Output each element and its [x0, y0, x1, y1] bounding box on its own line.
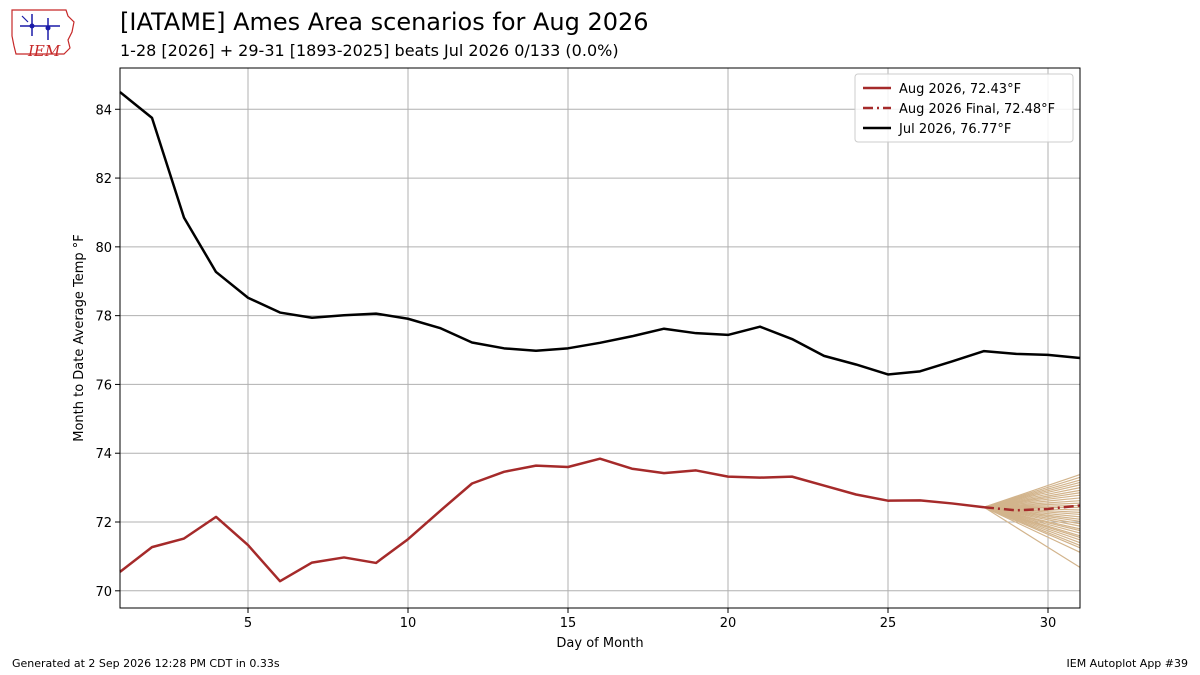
y-axis-label: Month to Date Average Temp °F: [72, 234, 87, 442]
scenario-line: [983, 506, 1081, 568]
y-tick-label: 78: [95, 310, 112, 325]
chart-title: [IATAME] Ames Area scenarios for Aug 202…: [120, 8, 649, 36]
x-tick-label: 25: [880, 616, 897, 631]
plot-frame: [119, 67, 1081, 609]
x-tick-label: 10: [400, 616, 417, 631]
y-tick-label: 74: [95, 447, 112, 462]
scenario-line: [983, 506, 1081, 553]
x-tick-label: 15: [560, 616, 577, 631]
series-lines: [119, 91, 1081, 583]
scenario-lines: [983, 473, 1081, 568]
app-note: IEM Autoplot App #39: [1066, 657, 1189, 670]
legend-entry: Aug 2026, 72.43°F: [899, 82, 1021, 97]
y-tick-label: 80: [95, 241, 112, 256]
iem-logo: IEM: [8, 6, 80, 60]
scenario-line: [983, 473, 1081, 508]
y-tick-label: 72: [95, 516, 112, 531]
series-line-2: [119, 91, 1081, 376]
legend: Aug 2026, 72.43°F Aug 2026 Final, 72.48°F…: [854, 73, 1074, 143]
iowa-map-icon: [11, 9, 75, 55]
y-tick-label: 82: [95, 172, 112, 187]
logo-text: IEM: [28, 42, 61, 60]
series-line-0: [119, 457, 985, 583]
chart-subtitle: 1-28 [2026] + 29-31 [1893-2025] beats Ju…: [120, 41, 619, 60]
grid-lines: [120, 68, 1080, 608]
legend-box: [854, 73, 1074, 143]
axis-ticks: 5 10 15 20 25 30 70 72 74 76 78 80 82 84: [95, 103, 1056, 631]
y-tick-label: 84: [95, 103, 112, 118]
generated-note: Generated at 2 Sep 2026 12:28 PM CDT in …: [12, 657, 280, 670]
y-tick-label: 76: [95, 378, 112, 393]
legend-entry: Jul 2026, 76.77°F: [898, 122, 1011, 137]
x-tick-label: 20: [720, 616, 737, 631]
y-tick-label: 70: [95, 585, 112, 600]
series-line-1: [983, 504, 1081, 512]
legend-entry: Aug 2026 Final, 72.48°F: [899, 102, 1055, 117]
x-axis-label: Day of Month: [556, 636, 643, 651]
x-tick-label: 5: [244, 616, 252, 631]
x-tick-label: 30: [1040, 616, 1057, 631]
